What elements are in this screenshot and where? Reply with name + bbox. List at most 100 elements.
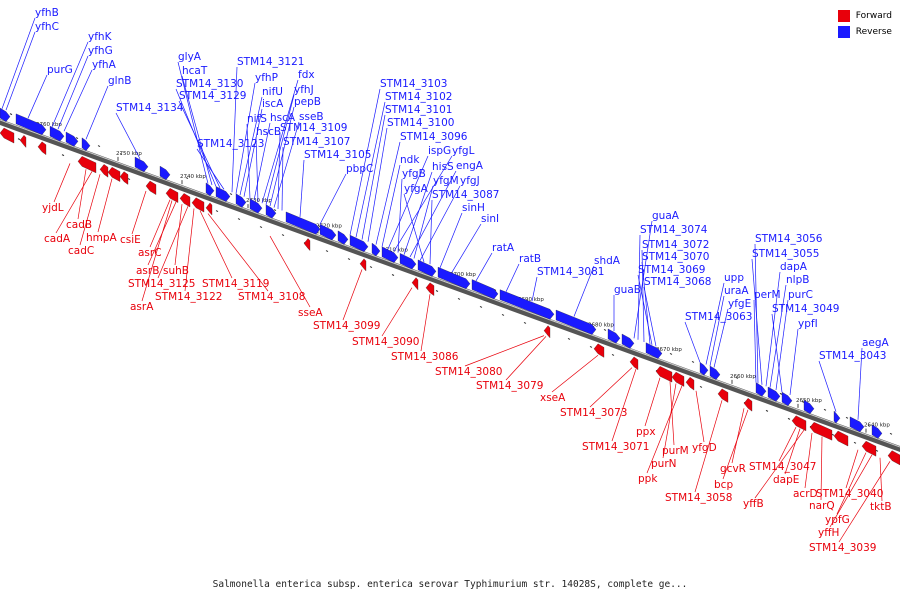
- reverse-gene-block: [159, 165, 171, 180]
- leader-line: [451, 223, 482, 273]
- reverse-gene-block: [437, 266, 471, 289]
- leader-line: [644, 377, 661, 427]
- reverse-gene-label: nifS: [247, 113, 267, 125]
- minor-dash: [259, 226, 263, 228]
- reverse-gene-label: glyA: [178, 51, 202, 63]
- forward-gene-label: hmpA: [86, 232, 118, 244]
- forward-gene-label: STM14_3099: [313, 320, 380, 332]
- reverse-gene-block: [399, 253, 417, 270]
- minor-dash: [435, 290, 439, 292]
- leader-line: [505, 263, 520, 292]
- forward-gene-block: [145, 180, 157, 195]
- minor-dash: [779, 392, 783, 395]
- leader-line: [269, 106, 295, 207]
- leader-line: [349, 88, 381, 236]
- leader-line: [637, 234, 641, 340]
- reverse-gene-label: shdA: [594, 255, 621, 267]
- reverse-gene-label: aegA: [862, 337, 890, 349]
- reverse-gene-label: iscA: [262, 98, 284, 110]
- forward-gene-label: yfgD: [692, 442, 717, 454]
- figure-caption: Salmonella enterica subsp. enterica sero…: [212, 579, 688, 590]
- reverse-gene-label: fdx: [298, 69, 315, 81]
- reverse-gene-label: yfhC: [35, 21, 59, 33]
- leader-line: [829, 454, 873, 528]
- reverse-gene-label: sinI: [481, 213, 499, 225]
- forward-gene-block: [0, 127, 15, 144]
- legend-reverse: Reverse: [837, 24, 892, 40]
- reverse-gene-block: [645, 342, 663, 359]
- reverse-gene-label: STM14_3074: [640, 224, 708, 236]
- tick-label: 2670 kbp: [656, 347, 682, 353]
- reverse-gene-label: yfgE: [728, 298, 751, 310]
- leader-line: [731, 408, 745, 464]
- forward-gene-label: yjdL: [42, 202, 64, 214]
- leader-line: [63, 69, 93, 132]
- leader-line: [181, 75, 213, 186]
- reverse-gene-label: yfhG: [88, 45, 113, 57]
- reverse-gene-block: [15, 113, 47, 135]
- minor-dash: [875, 449, 879, 452]
- reverse-gene-block: [215, 186, 231, 202]
- forward-gene-label: STM14_3073: [560, 407, 627, 419]
- forward-gene-block: [205, 202, 213, 216]
- minor-dash: [669, 352, 673, 355]
- reverse-gene-block: [555, 309, 597, 335]
- leader-line: [387, 155, 429, 250]
- forward-gene-block: [359, 258, 367, 272]
- reverse-gene-label: yfhB: [35, 7, 59, 19]
- leader-line: [420, 294, 431, 352]
- leader-line: [199, 210, 233, 279]
- reverse-gene-block: [65, 131, 79, 147]
- reverse-gene-block: [81, 137, 91, 151]
- minor-dash: [691, 360, 695, 363]
- leader-line: [551, 354, 599, 393]
- tick-label: 2760 kbp: [36, 122, 62, 128]
- reverse-gene-label: STM14_3123: [197, 138, 264, 150]
- forward-gene-block: [809, 422, 833, 441]
- leader-line: [669, 381, 675, 446]
- forward-gene-label: ppk: [638, 473, 658, 485]
- reverse-gene-label: STM14_3063: [685, 311, 752, 323]
- reverse-gene-label: pbpC: [346, 163, 373, 175]
- leader-line: [299, 159, 305, 218]
- leader-line: [641, 261, 651, 345]
- forward-gene-block: [191, 197, 205, 213]
- leader-line: [255, 136, 259, 202]
- reverse-gene-label: sseB: [299, 111, 324, 123]
- leader-line: [751, 258, 763, 385]
- leader-line: [381, 287, 413, 337]
- reverse-gene-label: STM14_3109: [280, 122, 347, 134]
- leader-line: [429, 199, 433, 265]
- leader-line: [269, 235, 311, 308]
- feature-blocks: [0, 107, 900, 466]
- leader-line: [705, 282, 725, 365]
- leader-line: [789, 328, 799, 396]
- forward-gene-label: STM14_3039: [809, 542, 876, 554]
- leader-line: [775, 299, 789, 390]
- reverse-gene-block: [471, 279, 499, 300]
- reverse-gene-label: ratA: [492, 242, 515, 254]
- legend: Forward Reverse: [837, 8, 892, 40]
- minor-dash: [889, 432, 893, 435]
- reverse-gene-label: hscB: [256, 126, 281, 138]
- reverse-gene-label: purG: [47, 64, 73, 76]
- minor-dash: [765, 409, 769, 412]
- reverse-gene-label: STM14_3069: [638, 264, 705, 276]
- reverse-gene-label: STM14_3103: [380, 78, 447, 90]
- leader-line: [51, 41, 89, 128]
- legend-reverse-label: Reverse: [855, 27, 892, 37]
- reverse-gene-block: [235, 193, 247, 208]
- leader-line: [637, 274, 653, 345]
- reverse-gene-label: yfgL: [452, 145, 475, 157]
- reverse-gene-block: [337, 230, 349, 245]
- leader-line: [633, 220, 653, 339]
- forward-gene-label: csiE: [120, 234, 141, 246]
- forward-gene-label: sseA: [298, 307, 323, 319]
- minor-dash: [523, 322, 527, 324]
- tick-label: 2650 kbp: [796, 398, 822, 404]
- leader-line: [141, 200, 173, 302]
- minor-dash: [61, 154, 65, 157]
- reverse-gene-label: dapA: [780, 261, 808, 273]
- leader-line: [85, 85, 109, 140]
- leader-line: [5, 31, 36, 111]
